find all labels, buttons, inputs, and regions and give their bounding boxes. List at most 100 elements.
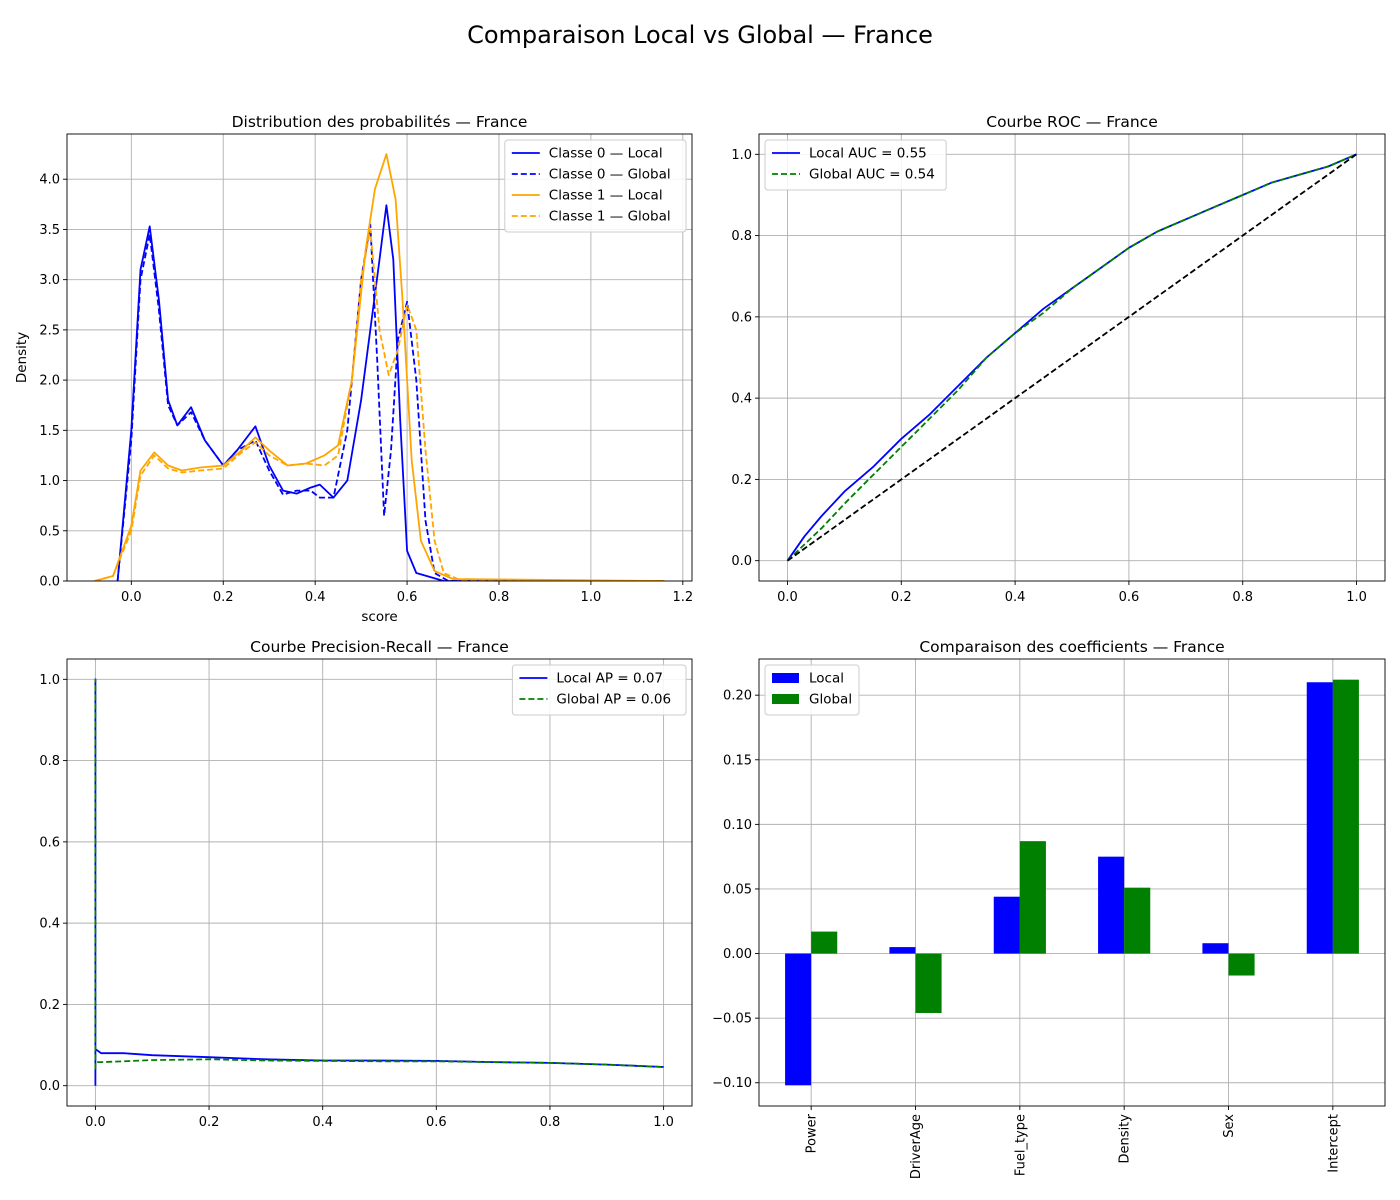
y-tick-label: 1.0 bbox=[39, 673, 60, 688]
series-group bbox=[94, 678, 664, 1086]
y-tick-label: 1.5 bbox=[39, 424, 60, 439]
x-tick-label: 0.8 bbox=[540, 1115, 561, 1130]
legend-box bbox=[764, 139, 947, 191]
y-tick-label: 0.4 bbox=[731, 392, 752, 407]
x-tick-label: 0.2 bbox=[199, 1115, 220, 1130]
x-tick-label: Density bbox=[1118, 1114, 1133, 1164]
y-tick-label: 3.5 bbox=[39, 223, 60, 238]
y-tick-label: 0.05 bbox=[723, 882, 752, 897]
series-line-global-auc-0-54 bbox=[786, 153, 1357, 562]
y-tick-label: 0.4 bbox=[39, 917, 60, 932]
x-tick-label: 0.4 bbox=[1005, 590, 1026, 605]
y-tick-label: 4.0 bbox=[39, 173, 60, 188]
x-tick-label: 1.0 bbox=[581, 590, 602, 605]
x-tick-label: 1.2 bbox=[672, 590, 693, 605]
axes-frame bbox=[66, 133, 693, 582]
y-tick-label: 0.0 bbox=[39, 575, 60, 590]
legend-label: Local bbox=[809, 671, 844, 687]
bar-global-intercept bbox=[1332, 679, 1359, 954]
bar-local-power bbox=[785, 953, 812, 1086]
series-group bbox=[94, 153, 665, 581]
bar-global-fuel-type bbox=[1019, 841, 1046, 954]
legend-label: Classe 0 — Global bbox=[549, 167, 671, 183]
legend: Classe 0 — Local Classe 0 — Global Classe … bbox=[504, 139, 687, 233]
x-tick-label: Sex bbox=[1222, 1114, 1237, 1138]
y-tick-label: 2.5 bbox=[39, 323, 60, 338]
x-tick-label: 0.8 bbox=[489, 590, 510, 605]
x-tick-label: 0.6 bbox=[1119, 590, 1140, 605]
legend-label: Local AP = 0.07 bbox=[556, 671, 663, 687]
density-chart: 0.0 0.5 1.0 1.5 2.0 2.5 3.0 3.5 4.0 0.0 0.2 0.4 0.6 0… bbox=[14, 113, 693, 625]
bar-global-power bbox=[811, 931, 838, 954]
y-tick-label: 0.10 bbox=[723, 818, 752, 833]
bar-local-intercept bbox=[1306, 682, 1333, 954]
y-tick-label: 0.8 bbox=[731, 229, 752, 244]
y-tick-label: 0.0 bbox=[731, 554, 752, 569]
chart-title: Courbe Precision-Recall — France bbox=[250, 638, 509, 656]
bar-local-fuel-type bbox=[993, 896, 1020, 954]
legend: Local AP = 0.07 Global AP = 0.06 bbox=[511, 664, 687, 716]
x-tick-label: 0.4 bbox=[312, 1115, 333, 1130]
y-tick-label: 0.5 bbox=[39, 524, 60, 539]
legend-label: Classe 1 — Global bbox=[549, 209, 671, 225]
coefficients-bar-chart: −0.10 −0.05 0.00 0.05 0.10 0.15 0.20 Power Drive… bbox=[712, 638, 1386, 1179]
legend-box bbox=[504, 139, 687, 233]
roc-chart: 0.0 0.2 0.4 0.6 0.8 1.0 0.0 0.2 0.4 0.6 0.8 1.0 Cour… bbox=[731, 113, 1386, 605]
y-tick-label: −0.05 bbox=[712, 1012, 752, 1027]
y-tick-label: 1.0 bbox=[39, 474, 60, 489]
bar-global-density bbox=[1124, 887, 1151, 954]
y-tick-label: 0.00 bbox=[723, 947, 752, 962]
legend-label: Global AP = 0.06 bbox=[556, 692, 671, 708]
y-tick-label: 0.0 bbox=[39, 1079, 60, 1094]
bar-global-driverage bbox=[915, 953, 942, 1013]
y-tick-label: 1.0 bbox=[731, 148, 752, 163]
x-tick-label: 1.0 bbox=[653, 1115, 674, 1130]
y-tick-label: 0.2 bbox=[731, 473, 752, 488]
x-tick-label: Intercept bbox=[1326, 1114, 1341, 1173]
legend: Local AUC = 0.55 Global AUC = 0.54 bbox=[764, 139, 947, 191]
x-tick-label: 0.2 bbox=[891, 590, 912, 605]
legend-swatch bbox=[772, 694, 799, 704]
x-tick-label: 0.0 bbox=[121, 590, 142, 605]
chart-title: Distribution des probabilités — France bbox=[232, 113, 528, 131]
series-line-classe-0-global bbox=[116, 223, 665, 581]
x-tick-label: 0.2 bbox=[213, 590, 234, 605]
y-tick-label: 0.6 bbox=[39, 835, 60, 850]
y-axis-label: Density bbox=[14, 332, 30, 383]
x-tick-label: Fuel_type bbox=[1013, 1114, 1028, 1176]
legend-label: Classe 0 — Local bbox=[549, 146, 663, 162]
chart-title: Comparaison des coefficients — France bbox=[919, 638, 1224, 656]
axes-frame bbox=[758, 658, 1386, 1107]
plot-area bbox=[759, 134, 1385, 581]
y-tick-label: −0.10 bbox=[712, 1076, 752, 1091]
y-tick-label: 3.0 bbox=[39, 273, 60, 288]
precision-recall-chart: 0.0 0.2 0.4 0.6 0.8 1.0 0.0 0.2 0.4 0.6 0.8 1.0 Cour… bbox=[39, 638, 693, 1130]
legend-label: Classe 1 — Local bbox=[549, 188, 663, 204]
suptitle: Comparaison Local vs Global — France bbox=[467, 21, 933, 49]
y-tick-label: 0.20 bbox=[723, 689, 752, 704]
series-line-classe-1-local bbox=[94, 153, 665, 581]
x-tick-label: 0.8 bbox=[1232, 590, 1253, 605]
x-tick-label: 0.0 bbox=[777, 590, 798, 605]
x-tick-label: 0.6 bbox=[397, 590, 418, 605]
legend: Local Global bbox=[764, 664, 860, 716]
x-tick-label: 0.0 bbox=[85, 1115, 106, 1130]
y-tick-label: 2.0 bbox=[39, 374, 60, 389]
y-tick-label: 0.6 bbox=[731, 310, 752, 325]
legend-label: Global AUC = 0.54 bbox=[809, 167, 935, 183]
legend-label: Global bbox=[809, 692, 852, 708]
x-tick-label: DriverAge bbox=[909, 1114, 924, 1179]
y-tick-label: 0.15 bbox=[723, 753, 752, 768]
plot-area bbox=[759, 659, 1385, 1106]
series-group bbox=[786, 153, 1358, 562]
bar-global-sex bbox=[1228, 953, 1255, 976]
y-tick-label: 0.2 bbox=[39, 998, 60, 1013]
x-tick-label: 0.4 bbox=[305, 590, 326, 605]
series-line-global-ap-0-06 bbox=[94, 678, 664, 1070]
axes-frame bbox=[758, 133, 1386, 582]
x-tick-label: 1.0 bbox=[1346, 590, 1367, 605]
y-tick-label: 0.8 bbox=[39, 754, 60, 769]
axes-frame bbox=[66, 658, 693, 1107]
bar-local-sex bbox=[1202, 943, 1229, 954]
chart-title: Courbe ROC — France bbox=[986, 113, 1158, 131]
